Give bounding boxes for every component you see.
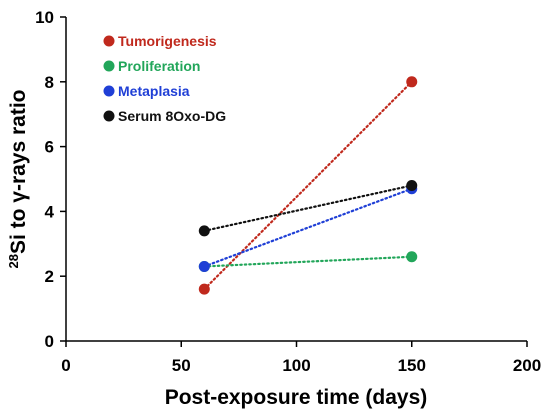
x-tick-label: 100 xyxy=(282,356,310,375)
x-tick-label: 0 xyxy=(61,356,70,375)
legend-label-tumorigenesis: Tumorigenesis xyxy=(118,33,217,49)
y-tick-label: 2 xyxy=(45,267,54,286)
y-axis-label: 28Si to γ-rays ratio xyxy=(6,89,30,268)
x-tick-label: 50 xyxy=(172,356,191,375)
data-point-tumorigenesis xyxy=(198,283,210,295)
ticks: 0 50 100 150 200 0 2 4 6 8 10 xyxy=(35,8,541,375)
data-point-metaplasia xyxy=(198,260,210,272)
data-point-serum-8oxo-dg xyxy=(406,179,418,191)
data-point-serum-8oxo-dg xyxy=(198,225,210,237)
y-axis-label-text: Si to γ-rays ratio xyxy=(7,89,30,254)
legend-marker-serum-8oxo-dg xyxy=(103,110,115,122)
series-line-metaplasia xyxy=(203,187,413,268)
x-tick-label: 200 xyxy=(513,356,541,375)
x-axis-label: Post-exposure time (days) xyxy=(165,386,428,409)
data-point-proliferation xyxy=(406,251,418,263)
y-tick-label: 4 xyxy=(45,202,55,221)
legend-marker-tumorigenesis xyxy=(103,35,115,47)
legend-marker-proliferation xyxy=(103,60,115,72)
series-line-proliferation xyxy=(203,255,413,268)
data-point-tumorigenesis xyxy=(406,76,418,88)
y-tick-label: 6 xyxy=(45,138,54,157)
legend: Tumorigenesis Proliferation Metaplasia Seru… xyxy=(103,33,226,124)
y-tick-label: 10 xyxy=(35,8,54,27)
legend-label-proliferation: Proliferation xyxy=(118,58,200,74)
series-layer xyxy=(198,76,418,295)
y-tick-label: 0 xyxy=(45,332,54,351)
legend-label-metaplasia: Metaplasia xyxy=(118,83,190,99)
legend-marker-metaplasia xyxy=(103,85,115,97)
y-axis-label-superscript: 28 xyxy=(6,254,21,268)
legend-label-serum-8oxo-dg: Serum 8Oxo-DG xyxy=(118,108,226,124)
x-tick-label: 150 xyxy=(398,356,426,375)
series-line-serum-8oxo-dg xyxy=(203,184,413,232)
y-tick-label: 8 xyxy=(45,73,54,92)
